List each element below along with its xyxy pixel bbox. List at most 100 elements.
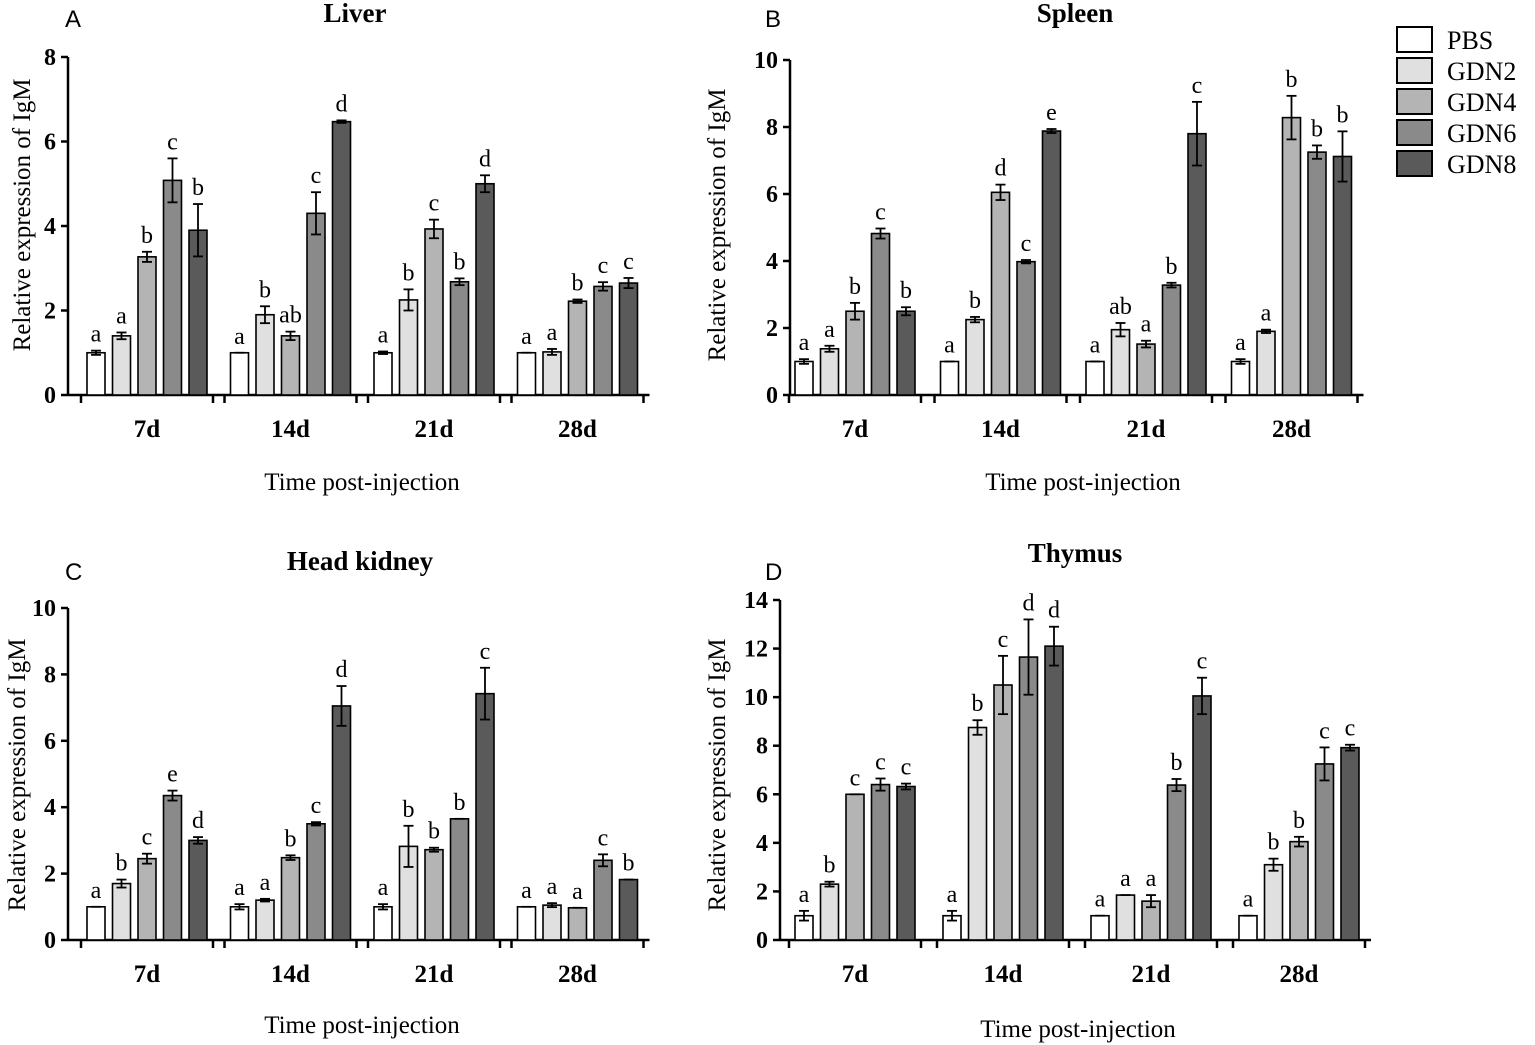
significance-label: b xyxy=(192,175,204,201)
x-category-label: 14d xyxy=(271,961,310,988)
significance-label: c xyxy=(1345,716,1356,742)
bar-gdn6 xyxy=(1307,151,1327,396)
legend-swatch-gdn8 xyxy=(1396,150,1433,177)
bar-gdn6 xyxy=(449,818,470,941)
y-tick-label: 0 xyxy=(44,383,56,409)
bar-gdn8 xyxy=(331,120,352,396)
bar-gdn2 xyxy=(819,883,840,941)
x-category-label: 7d xyxy=(134,416,161,443)
significance-label: b xyxy=(1311,116,1323,142)
bar-gdn6 xyxy=(593,859,613,941)
bar-gdn6 xyxy=(306,822,326,941)
legend-swatch-gdn4 xyxy=(1396,88,1433,115)
bar-gdn4 xyxy=(280,856,301,941)
significance-label: c xyxy=(850,765,861,791)
bar-gdn4 xyxy=(567,300,588,396)
significance-label: a xyxy=(260,870,271,896)
significance-label: d xyxy=(995,156,1007,182)
significance-label: c xyxy=(998,627,1009,653)
x-category-label: 21d xyxy=(415,416,454,443)
x-category-label: 7d xyxy=(842,961,869,988)
bar-gdn2 xyxy=(965,318,985,396)
significance-label: c xyxy=(598,253,609,279)
bar-gdn2 xyxy=(1115,894,1136,941)
significance-label: c xyxy=(429,191,440,217)
bar-pbs xyxy=(86,905,106,941)
bar-gdn6 xyxy=(870,783,891,941)
significance-label: c xyxy=(142,825,153,851)
panel-letter: D xyxy=(765,559,782,586)
y-tick-label: 2 xyxy=(766,316,778,342)
y-tick-label: 14 xyxy=(744,588,768,614)
x-category-label: 28d xyxy=(1272,416,1311,443)
bar-pbs xyxy=(229,351,250,396)
bar-gdn8 xyxy=(475,692,495,941)
bar-gdn8 xyxy=(618,878,639,941)
bar-gdn8 xyxy=(331,705,352,941)
significance-label: b xyxy=(972,691,984,717)
bar-gdn8 xyxy=(618,282,639,396)
bar-gdn8 xyxy=(475,182,495,396)
significance-label: c xyxy=(623,249,634,275)
chart-title: Liver xyxy=(324,0,387,28)
significance-label: a xyxy=(91,322,102,348)
significance-label: b xyxy=(259,277,271,303)
bar-gdn4 xyxy=(845,793,865,941)
y-tick-label: 4 xyxy=(756,831,768,857)
legend-swatch-gdn6 xyxy=(1396,119,1433,146)
bar-gdn4 xyxy=(1281,116,1302,396)
significance-label: c xyxy=(598,825,609,851)
panel-letter: A xyxy=(65,6,81,33)
bar-gdn4 xyxy=(993,684,1013,941)
bar-pbs xyxy=(373,905,393,941)
significance-label: b xyxy=(1171,750,1183,776)
bar-gdn4 xyxy=(845,310,865,396)
bar-gdn2 xyxy=(542,904,562,941)
y-tick-label: 6 xyxy=(44,729,56,755)
significance-label: b xyxy=(900,278,912,304)
bar-gdn4 xyxy=(990,191,1011,396)
bar-gdn8 xyxy=(896,785,916,941)
significance-label: c xyxy=(1319,718,1330,744)
significance-label: b xyxy=(969,288,981,314)
x-axis-label: Time post-injection xyxy=(264,1012,460,1039)
significance-label: d xyxy=(1023,590,1035,616)
x-category-label: 7d xyxy=(842,416,869,443)
significance-label: a xyxy=(521,878,532,904)
chart-title: Head kidney xyxy=(287,546,434,576)
significance-label: b xyxy=(285,826,297,852)
bar-gdn2 xyxy=(819,347,840,396)
significance-label: a xyxy=(572,879,583,905)
y-tick-label: 8 xyxy=(756,734,768,760)
significance-label: e xyxy=(167,762,178,788)
significance-label: a xyxy=(234,875,245,901)
significance-label: c xyxy=(1197,649,1208,675)
significance-label: b xyxy=(428,819,440,845)
bar-gdn4 xyxy=(1289,840,1309,941)
chart-title: Spleen xyxy=(1037,0,1114,28)
y-tick-label: 0 xyxy=(766,383,778,409)
x-category-label: 28d xyxy=(558,416,597,443)
x-category-label: 14d xyxy=(271,416,310,443)
bar-gdn8 xyxy=(1187,132,1207,396)
x-category-label: 14d xyxy=(981,416,1020,443)
significance-label: b xyxy=(403,260,415,286)
bar-gdn2 xyxy=(111,882,132,941)
x-axis-label: Time post-injection xyxy=(264,469,460,496)
x-category-label: 21d xyxy=(1127,416,1166,443)
significance-label: b xyxy=(1293,808,1305,834)
bar-pbs xyxy=(229,905,250,941)
x-category-label: 21d xyxy=(415,961,454,988)
bar-gdn8 xyxy=(1340,746,1360,941)
significance-label: b xyxy=(623,851,635,877)
panel-liver: A Liver Relative expression of IgM Time … xyxy=(9,0,650,496)
bar-gdn2 xyxy=(255,899,275,941)
bar-pbs xyxy=(1230,360,1251,396)
bar-pbs xyxy=(939,360,960,396)
y-tick-label: 10 xyxy=(744,685,768,711)
panel-spleen: B Spleen Relative expression of IgM Time… xyxy=(704,0,1364,496)
bar-gdn6 xyxy=(1018,656,1039,941)
y-tick-label: 10 xyxy=(32,596,56,622)
